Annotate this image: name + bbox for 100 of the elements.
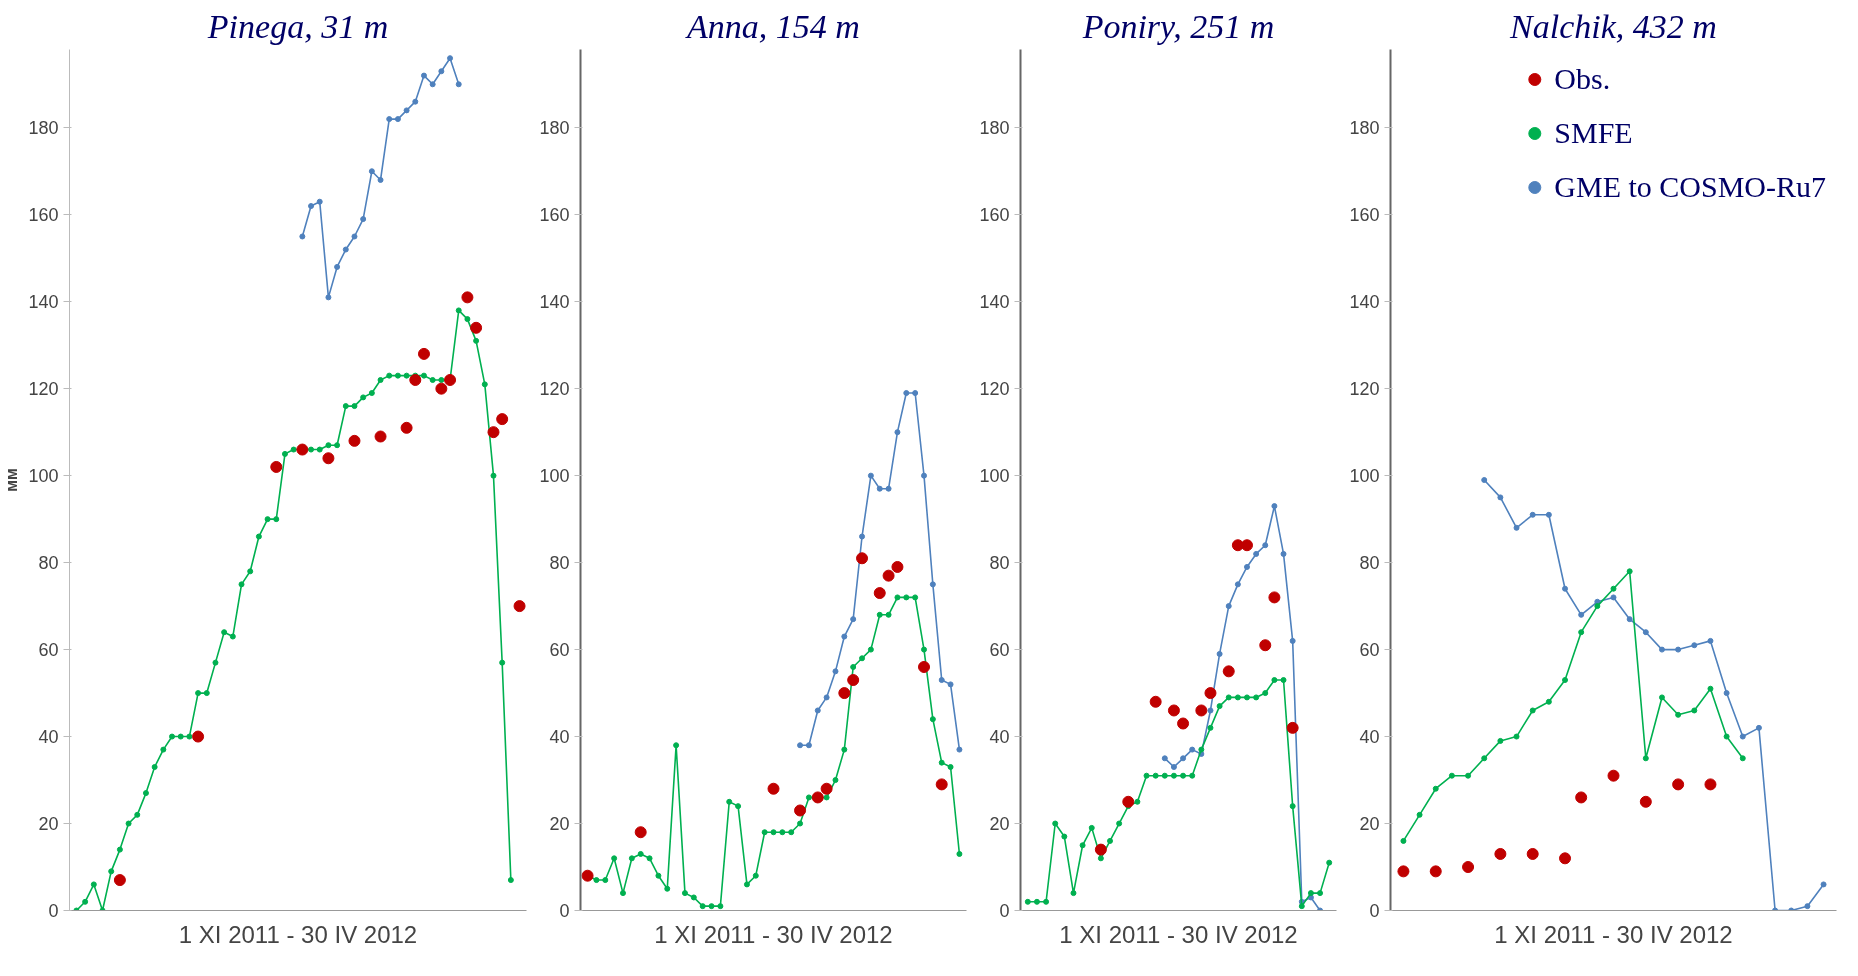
point [1289, 803, 1296, 810]
point [859, 655, 866, 662]
point [1545, 698, 1552, 705]
point [438, 68, 445, 75]
point [325, 442, 332, 449]
point [1723, 733, 1730, 740]
legend-label: SMFE [1554, 116, 1633, 150]
y-tick-label: 80 [549, 553, 570, 574]
point [1143, 772, 1150, 779]
point [1259, 639, 1272, 652]
point [325, 294, 332, 301]
point [655, 872, 662, 879]
point [169, 733, 176, 740]
point [1216, 650, 1223, 657]
point [134, 811, 141, 818]
y-tick-label: 140 [979, 292, 1010, 313]
point [1262, 690, 1269, 697]
point [455, 81, 462, 88]
point [403, 372, 410, 379]
point [455, 307, 462, 314]
point [947, 681, 954, 688]
y-tick-label: 0 [1369, 901, 1380, 921]
point [1723, 690, 1730, 697]
point [264, 516, 271, 523]
point [412, 98, 419, 105]
point [1170, 772, 1177, 779]
chart-title: Pinega, 31 m [206, 7, 389, 45]
point [1397, 865, 1410, 878]
y-tick-label: 0 [999, 901, 1010, 921]
point [1432, 785, 1439, 792]
point [1149, 695, 1162, 708]
point [894, 594, 901, 601]
point [1594, 603, 1601, 610]
point [1033, 898, 1040, 905]
point [334, 442, 341, 449]
point [938, 759, 945, 766]
point [368, 390, 375, 397]
y-tick-label: 40 [38, 727, 59, 748]
point [859, 533, 866, 540]
point [1189, 772, 1196, 779]
point [779, 829, 786, 836]
point [1704, 778, 1717, 791]
point [142, 790, 149, 797]
point [481, 381, 488, 388]
point [850, 616, 857, 623]
y-tick-label: 100 [1349, 466, 1380, 487]
point [1271, 677, 1278, 684]
y-tick-label: 40 [549, 727, 570, 748]
point [1070, 890, 1077, 897]
point [420, 372, 427, 379]
point [611, 855, 618, 862]
point [464, 316, 471, 323]
point [1222, 665, 1235, 678]
point [885, 611, 892, 618]
y-tick-label: 160 [979, 205, 1010, 226]
point [1079, 842, 1086, 849]
point [1195, 704, 1208, 717]
point [342, 403, 349, 410]
point [470, 321, 483, 334]
y-tick-label: 180 [1349, 118, 1380, 139]
y-tick-label: 160 [28, 205, 59, 226]
point [270, 460, 283, 473]
point [1107, 837, 1113, 844]
point [620, 890, 626, 897]
point [1088, 824, 1095, 831]
point [299, 233, 306, 240]
point [1400, 837, 1407, 844]
point [386, 116, 393, 123]
point [823, 794, 830, 801]
point [867, 472, 874, 479]
point [90, 881, 97, 888]
point [1280, 550, 1287, 557]
point [308, 446, 315, 453]
point [1610, 594, 1617, 601]
point [847, 674, 860, 687]
point [273, 516, 280, 523]
point [634, 826, 647, 839]
point [394, 116, 401, 123]
point [368, 168, 375, 175]
point [699, 903, 706, 910]
point [1326, 859, 1333, 866]
point [342, 246, 349, 253]
point [1658, 694, 1665, 701]
point [1180, 772, 1187, 779]
point [690, 894, 697, 901]
point [1170, 764, 1177, 770]
point [1481, 755, 1488, 762]
point [386, 372, 393, 379]
point [1268, 591, 1281, 604]
point [1639, 795, 1652, 808]
point [1626, 616, 1633, 623]
point [1216, 703, 1223, 710]
point [195, 690, 202, 697]
point [646, 855, 653, 862]
point [1578, 629, 1585, 636]
y-tick-label: 140 [28, 292, 59, 313]
point [1545, 511, 1552, 518]
point [1134, 798, 1141, 805]
point [186, 733, 193, 740]
point [1161, 755, 1168, 762]
